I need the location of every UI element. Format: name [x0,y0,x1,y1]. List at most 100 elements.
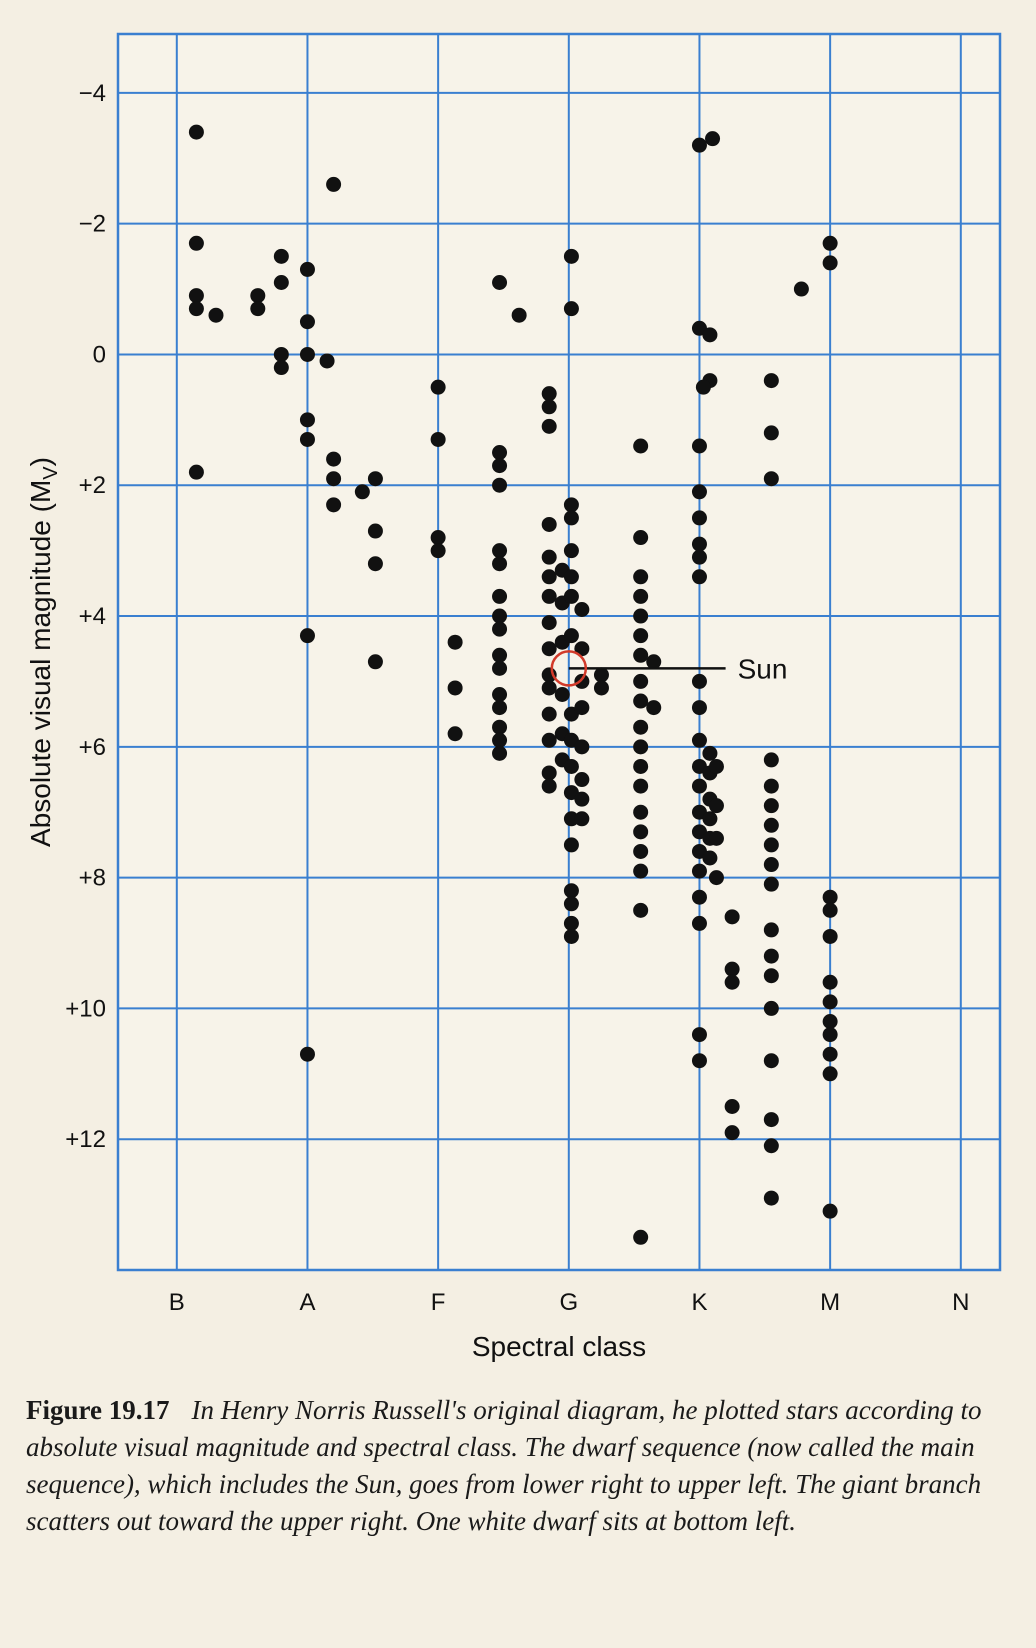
star-point [763,373,779,389]
star-point [563,883,579,899]
star-point [574,772,590,788]
star-point [633,569,649,585]
plot-area [116,32,1002,1272]
star-point [492,477,508,493]
star-point [563,758,579,774]
star-point [633,902,649,918]
star-point [299,431,315,447]
sun-marker [550,650,588,687]
star-point [273,360,289,376]
star-point [541,615,557,631]
star-point [633,647,649,663]
star-point [633,778,649,794]
star-point [724,1099,740,1115]
star-point [541,399,557,415]
star-point [554,687,570,703]
star-point [633,673,649,689]
star-point [447,726,463,742]
star-point [208,307,224,323]
star-point [763,798,779,814]
star-point [763,471,779,487]
star-point [691,510,707,526]
data-points [188,124,838,1245]
star-point [705,131,721,147]
star-point [691,1053,707,1069]
star-point [541,588,557,604]
star-point [430,530,446,546]
star-point [541,778,557,794]
star-point [299,314,315,330]
y-axis-label-sub: V [40,466,62,480]
star-point [447,680,463,696]
star-point [299,1046,315,1062]
star-point [563,497,579,513]
star-point [822,235,838,251]
star-point [250,288,266,304]
x-tick-label: F [431,1289,446,1316]
hr-diagram-chart: −4 −2 0 +2 +4 +6 +8 +10 +12 B A F G K M N Sun Spectral… [25,32,1002,1362]
star-point [646,654,662,670]
star-point [633,588,649,604]
star-point [691,549,707,565]
star-point [691,673,707,689]
star-point [273,346,289,362]
star-point [541,516,557,532]
star-point [763,837,779,853]
star-point [563,248,579,264]
star-point [822,974,838,990]
star-point [763,968,779,984]
star-point [250,301,266,317]
figure-caption-text: In Henry Norris Russell's original diagr… [26,1395,982,1536]
star-point [273,275,289,291]
star-point [563,301,579,317]
star-point [541,680,557,696]
y-axis-label-close: ) [25,457,56,466]
star-point [563,510,579,526]
x-tick-label: N [952,1289,969,1316]
star-point [691,1027,707,1043]
y-tick-label: +12 [65,1126,106,1153]
star-point [511,307,527,323]
star-point [822,255,838,271]
star-point [299,346,315,362]
star-point [763,778,779,794]
star-point [691,889,707,905]
y-axis-label-main: Absolute visual magnitude (M [25,480,56,847]
star-point [188,288,204,304]
star-point [646,700,662,716]
star-point [574,811,590,827]
x-axis-label: Spectral class [472,1331,646,1362]
star-point [563,588,579,604]
star-point [822,1066,838,1082]
star-point [763,1053,779,1069]
star-point [492,719,508,735]
star-point [563,811,579,827]
star-point [763,948,779,964]
star-point [691,438,707,454]
star-point [633,863,649,879]
star-point [188,464,204,480]
star-point [563,896,579,912]
star-point [822,1027,838,1043]
star-point [708,870,724,886]
star-point [593,667,609,683]
star-point [633,693,649,709]
star-point [822,889,838,905]
star-point [691,569,707,585]
star-point [541,569,557,585]
star-point [822,1046,838,1062]
star-point [563,628,579,644]
sun-annotation: Sun [550,650,787,687]
star-point [822,1013,838,1029]
star-point [492,458,508,474]
star-point [763,1190,779,1206]
star-point [724,1125,740,1141]
star-point [541,641,557,657]
star-point [299,412,315,428]
star-point [492,732,508,748]
star-point [492,700,508,716]
star-point [763,1000,779,1016]
star-point [367,654,383,670]
star-point [367,523,383,539]
